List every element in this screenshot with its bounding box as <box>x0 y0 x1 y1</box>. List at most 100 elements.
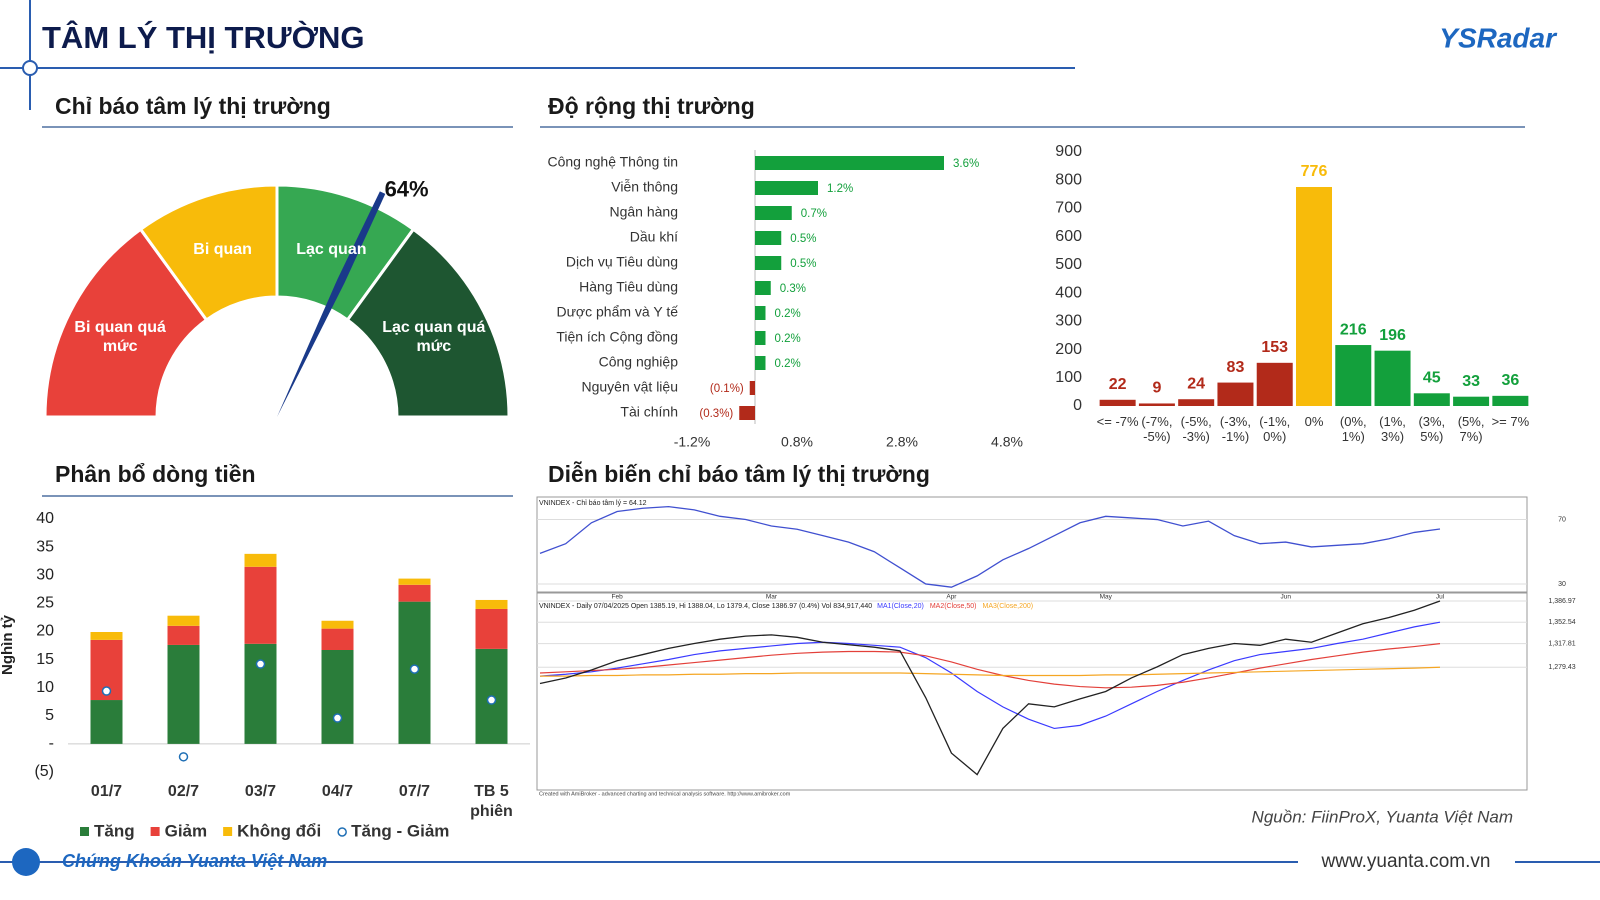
y-tick-label: 800 <box>1055 171 1082 188</box>
bar-segment <box>244 643 277 744</box>
bar <box>755 356 766 370</box>
legend-label: MA2(Close,50) <box>930 603 977 610</box>
y-tick-label: 5 <box>45 707 54 724</box>
gauge-segment-label: Lạc quan quá mức <box>382 319 486 356</box>
x-tick-label: (0%, 1%) <box>1339 414 1367 444</box>
value-label: 0.7% <box>801 208 827 220</box>
y-tick-label: Dịch vụ Tiêu dùng <box>566 254 678 270</box>
legend-marker <box>80 827 89 836</box>
marker <box>409 664 420 674</box>
y-tick-label: 900 <box>1055 143 1082 160</box>
bar-segment <box>475 599 508 609</box>
y-tick-label: Công nghiệp <box>599 354 679 370</box>
section-title: Chỉ báo tâm lý thị trường <box>55 93 331 119</box>
x-tick-label: Mar <box>766 594 778 601</box>
y-tick-label: 10 <box>36 679 54 696</box>
y-tick-label: 0 <box>1073 397 1082 414</box>
value-label: 153 <box>1261 339 1288 356</box>
y-tick-label: Ngân hàng <box>609 204 678 220</box>
bar-segment <box>167 615 200 626</box>
company-name: Chứng Khoán Yuanta Việt Nam <box>62 851 327 871</box>
bar <box>1217 382 1254 406</box>
bar <box>1413 393 1450 406</box>
x-tick-label: (-5%, -3%) <box>1180 414 1212 444</box>
y-tick-label: 30 <box>36 566 54 583</box>
value-label: 776 <box>1301 163 1328 180</box>
y-tick-label: Nguyên vật liệu <box>581 379 678 395</box>
x-tick-label: May <box>1100 594 1113 601</box>
y-tick-label: Dược phẩm và Y tế <box>556 304 678 320</box>
bar <box>755 281 771 295</box>
bar <box>755 331 766 345</box>
value-label: 0.2% <box>775 333 801 345</box>
marker <box>178 752 189 762</box>
ma-line <box>540 666 1441 677</box>
page-title: TÂM LÝ THỊ TRƯỜNG <box>42 19 365 55</box>
x-tick-label: 01/7 <box>90 783 123 800</box>
gauge-value-label: 64% <box>385 176 429 201</box>
x-tick-label: (3%, 5%) <box>1418 414 1446 444</box>
x-tick-label: Feb <box>612 594 624 601</box>
bar <box>1178 399 1215 406</box>
x-tick-label: 2.8% <box>886 434 918 450</box>
value-label: 0.2% <box>775 308 801 320</box>
y-tick-label: 600 <box>1055 228 1082 245</box>
value-label: 0.2% <box>775 358 801 370</box>
legend-label: MA3(Close,200) <box>983 603 1034 610</box>
x-tick-label: (5%, 7%) <box>1457 414 1485 444</box>
value-label: 0.5% <box>790 233 816 245</box>
y-tick-label: Công nghệ Thông tin <box>547 154 678 170</box>
bar-segment <box>398 578 431 585</box>
y-tick-label: 1,386.97 <box>1548 598 1575 605</box>
value-label: 1.2% <box>827 183 853 195</box>
bar-segment <box>90 700 123 744</box>
y-axis-label: Nghìn tỷ <box>0 614 16 675</box>
bar <box>1374 350 1411 406</box>
gauge-segment-label: Lạc quan <box>296 241 367 259</box>
value-label: 0.3% <box>780 283 806 295</box>
series-line <box>539 600 1441 776</box>
value-label: 9 <box>1152 380 1161 397</box>
x-tick-label: Jul <box>1436 594 1445 601</box>
panel-header: VNINDEX - Daily 07/04/2025 Open 1385.19,… <box>539 603 872 610</box>
value-label: 22 <box>1109 376 1127 393</box>
bar-segment <box>475 608 508 649</box>
y-tick-label: Dầu khí <box>630 229 678 245</box>
bar <box>1138 403 1175 406</box>
x-tick-label: (-3%, -1%) <box>1219 414 1251 444</box>
panel-frame <box>536 592 1528 791</box>
bar <box>755 231 782 245</box>
value-label: (0.3%) <box>699 408 733 420</box>
legend-label: Không đổi <box>237 821 321 840</box>
y-tick-label: 1,279.43 <box>1548 664 1575 671</box>
bar-segment <box>321 628 354 650</box>
y-tick-label: - <box>49 735 54 752</box>
bar <box>1453 396 1490 406</box>
bar-segment <box>321 620 354 629</box>
x-tick-label: TB 5 phiên <box>470 783 513 820</box>
legend-label: Giảm <box>165 821 208 840</box>
y-tick-label: 20 <box>36 623 54 640</box>
x-tick-label: -1.2% <box>674 434 711 450</box>
marker <box>486 695 497 705</box>
y-tick-label: Hàng Tiêu dùng <box>579 279 678 295</box>
x-tick-label: 02/7 <box>167 783 200 800</box>
x-tick-label: (-1%, 0%) <box>1259 414 1291 444</box>
value-label: 36 <box>1501 372 1519 389</box>
y-tick-label: 200 <box>1055 341 1082 358</box>
brand-logo: YSRadar <box>1439 22 1558 53</box>
y-tick-label: 25 <box>36 595 54 612</box>
y-tick-label: 35 <box>36 538 54 555</box>
header-ornament <box>22 60 38 76</box>
y-tick-label: Viễn thông <box>611 179 678 195</box>
legend-label: Tăng - Giảm <box>351 821 449 840</box>
value-label: 0.5% <box>790 258 816 270</box>
y-tick-label: 40 <box>36 510 54 527</box>
x-tick-label: (1%, 3%) <box>1379 414 1406 444</box>
bar <box>1099 399 1136 406</box>
y-tick-label: 1,352.54 <box>1548 619 1575 626</box>
value-label: 196 <box>1379 327 1406 344</box>
x-tick-label: Apr <box>946 594 957 601</box>
